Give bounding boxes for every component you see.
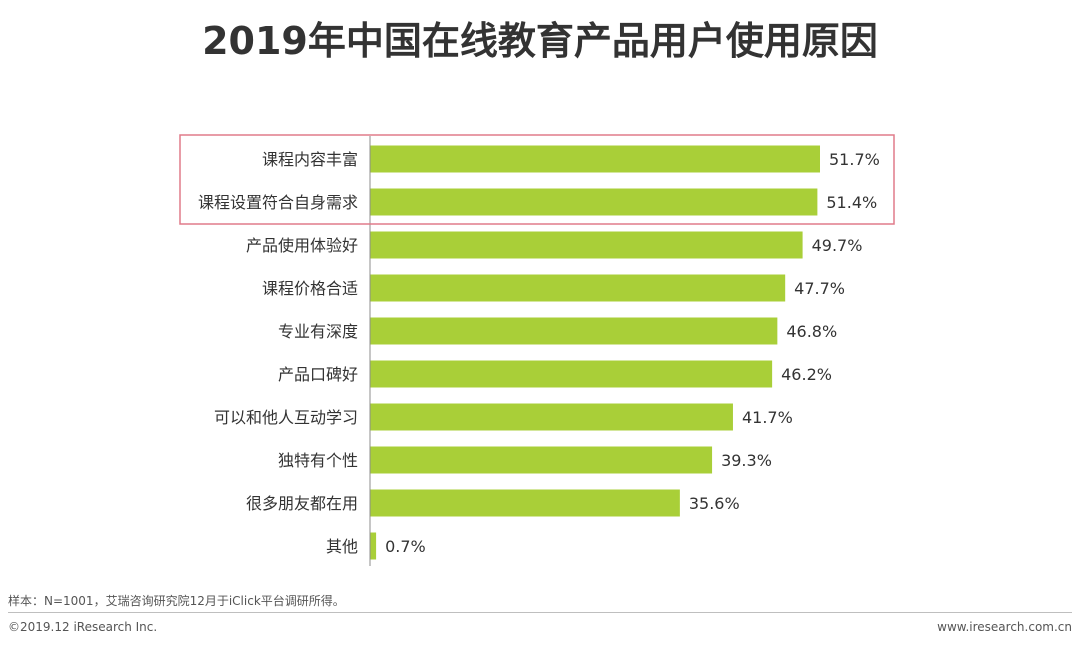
bar-8 [370,446,713,474]
bar-4 [370,274,786,302]
value-label: 51.4% [826,193,877,212]
category-label: 课程内容丰富 [262,150,358,169]
value-label: 41.7% [742,408,793,427]
category-label: 专业有深度 [278,322,358,341]
category-label: 其他 [326,537,358,556]
bar-chart: 课程内容丰富 51.7% 课程设置符合自身需求 51.4% 产品使用体验好 49.7% 课程… [179,134,895,566]
category-label: 可以和他人互动学习 [214,408,358,427]
value-label: 35.6% [689,494,740,513]
value-label: 51.7% [829,150,880,169]
chart-title: 2019年中国在线教育产品用户使用原因 [202,19,878,63]
highlight-box [179,134,895,225]
category-label: 课程设置符合自身需求 [198,193,358,212]
category-label: 课程价格合适 [262,279,358,298]
bar-2 [370,188,818,216]
category-label: 很多朋友都在用 [246,494,358,513]
bar-7 [370,403,733,431]
bar-1 [370,145,820,173]
value-label: 47.7% [794,279,845,298]
bar-5 [370,317,778,345]
bar-6 [370,360,773,388]
copyright-text: ©2019.12 iResearch Inc. [8,620,158,634]
category-label: 产品口碑好 [278,365,358,384]
value-label: 46.2% [781,365,832,384]
footer-divider [8,612,1072,613]
bar-3 [370,231,803,259]
bar-10 [370,532,377,560]
value-label: 39.3% [721,451,772,470]
value-label: 0.7% [385,537,426,556]
value-label: 49.7% [812,236,863,255]
sample-note: 样本：N=1001，艾瑞咨询研究院12月于iClick平台调研所得。 [8,594,345,608]
category-label: 产品使用体验好 [246,236,358,255]
category-label: 独特有个性 [278,451,358,470]
value-label: 46.8% [786,322,837,341]
bar-9 [370,489,680,517]
website-link[interactable]: www.iresearch.com.cn [937,620,1072,634]
